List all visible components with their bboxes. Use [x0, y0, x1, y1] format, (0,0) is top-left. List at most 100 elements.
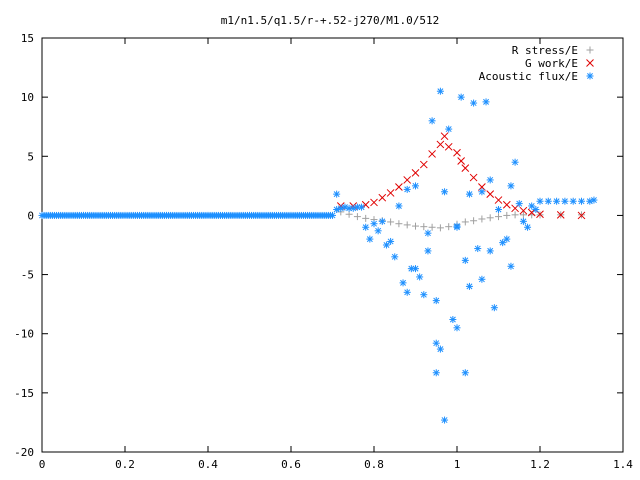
acoustic-flux-point [449, 316, 457, 324]
g-work-point [577, 211, 586, 220]
acoustic-flux-point [420, 291, 428, 299]
acoustic-flux-point [561, 197, 569, 205]
x-tick-label: 0.4 [198, 458, 218, 471]
g-work-point [440, 132, 449, 141]
acoustic-flux-point [474, 245, 482, 253]
g-work-point [395, 183, 403, 191]
acoustic-flux-point [333, 206, 341, 214]
y-tick-label: 15 [21, 32, 34, 45]
legend-label: G work/E [525, 57, 578, 70]
r-stress-point [395, 220, 403, 228]
legend-marker [586, 46, 594, 54]
acoustic-flux-point [399, 279, 407, 287]
acoustic-flux-point [532, 206, 540, 214]
acoustic-flux-point [507, 262, 515, 270]
acoustic-flux-point [536, 197, 544, 205]
x-tick-label: 1.2 [530, 458, 550, 471]
g-work-point [436, 140, 445, 149]
acoustic-flux-point [553, 197, 561, 205]
g-work-point [403, 176, 412, 184]
g-work-point [519, 206, 528, 215]
acoustic-flux-point [461, 369, 469, 377]
r-stress-point [519, 211, 527, 219]
x-tick-label: 0 [39, 458, 46, 471]
acoustic-flux-point [358, 203, 366, 211]
acoustic-flux-point [478, 275, 486, 283]
acoustic-flux-point [436, 87, 444, 95]
r-stress-point [412, 222, 419, 230]
acoustic-flux-point [445, 125, 453, 133]
acoustic-flux-point [441, 416, 449, 424]
acoustic-flux-point [503, 235, 511, 243]
r-stress-point [353, 213, 361, 221]
acoustic-flux-point [424, 247, 432, 255]
r-stress-point [387, 218, 395, 226]
y-tick-label: -10 [14, 328, 34, 341]
acoustic-flux-point [395, 202, 403, 210]
y-tick-label: 5 [27, 150, 34, 163]
acoustic-flux-point [478, 188, 486, 196]
acoustic-flux-point [482, 98, 490, 106]
r-stress-point [495, 213, 502, 221]
g-work-point [556, 210, 565, 219]
x-tick-label: 1 [454, 458, 461, 471]
acoustic-flux-point [544, 197, 552, 205]
r-stress-point [486, 214, 494, 222]
g-work-point [411, 168, 420, 177]
g-work-point [461, 164, 470, 172]
r-stress-point [511, 211, 519, 219]
acoustic-flux-point [428, 117, 436, 125]
g-work-point [444, 142, 453, 151]
acoustic-flux-point [507, 182, 515, 190]
g-work-point [453, 148, 461, 157]
acoustic-flux-point [391, 253, 399, 261]
acoustic-flux-point [524, 223, 532, 231]
acoustic-flux-point [424, 229, 432, 237]
acoustic-flux-point [590, 196, 598, 204]
acoustic-flux-point [519, 217, 527, 225]
legend-label: Acoustic flux/E [479, 70, 578, 83]
data-points [38, 87, 598, 424]
acoustic-flux-point [436, 345, 444, 353]
r-stress-point [461, 218, 469, 226]
acoustic-flux-point [490, 304, 498, 312]
x-tick-label: 0.2 [115, 458, 135, 471]
acoustic-flux-point [515, 200, 523, 208]
acoustic-flux-point [495, 206, 502, 214]
x-tick-label: 0.6 [281, 458, 301, 471]
acoustic-flux-point [486, 176, 494, 184]
g-work-point [486, 190, 495, 198]
acoustic-flux-point [374, 227, 382, 235]
r-stress-point [362, 214, 370, 222]
g-work-point [386, 189, 395, 197]
plot-frame [41, 37, 624, 453]
r-stress-point [428, 223, 436, 231]
acoustic-flux-point [511, 158, 519, 166]
acoustic-flux-point [378, 217, 386, 225]
acoustic-flux-point [457, 93, 465, 101]
acoustic-flux-point [403, 288, 411, 296]
g-work-point [378, 193, 387, 202]
acoustic-flux-point [432, 339, 440, 347]
y-tick-label: -20 [14, 446, 34, 459]
axis-ticks: 0 0.2 0.4 0.6 0.8 1 1.2 1.4 15 10 5 0 -5 -10 -15 -20 [14, 32, 633, 471]
acoustic-flux-point [470, 99, 478, 107]
acoustic-flux-point [569, 197, 577, 205]
x-tick-label: 1.4 [613, 458, 633, 471]
acoustic-flux-point [416, 273, 424, 281]
y-tick-label: 10 [21, 91, 34, 104]
acoustic-flux-point [412, 265, 419, 273]
r-stress-point [445, 223, 453, 231]
acoustic-flux-point [461, 256, 469, 264]
g-work-point [428, 150, 436, 158]
g-work-point [494, 196, 503, 204]
acoustic-flux-point [441, 188, 449, 196]
legend-marker [586, 59, 594, 67]
acoustic-flux-point [403, 185, 411, 193]
g-work-point [469, 173, 478, 182]
r-stress-point [503, 211, 511, 219]
acoustic-flux-point [387, 237, 395, 245]
acoustic-flux-point [432, 297, 440, 305]
